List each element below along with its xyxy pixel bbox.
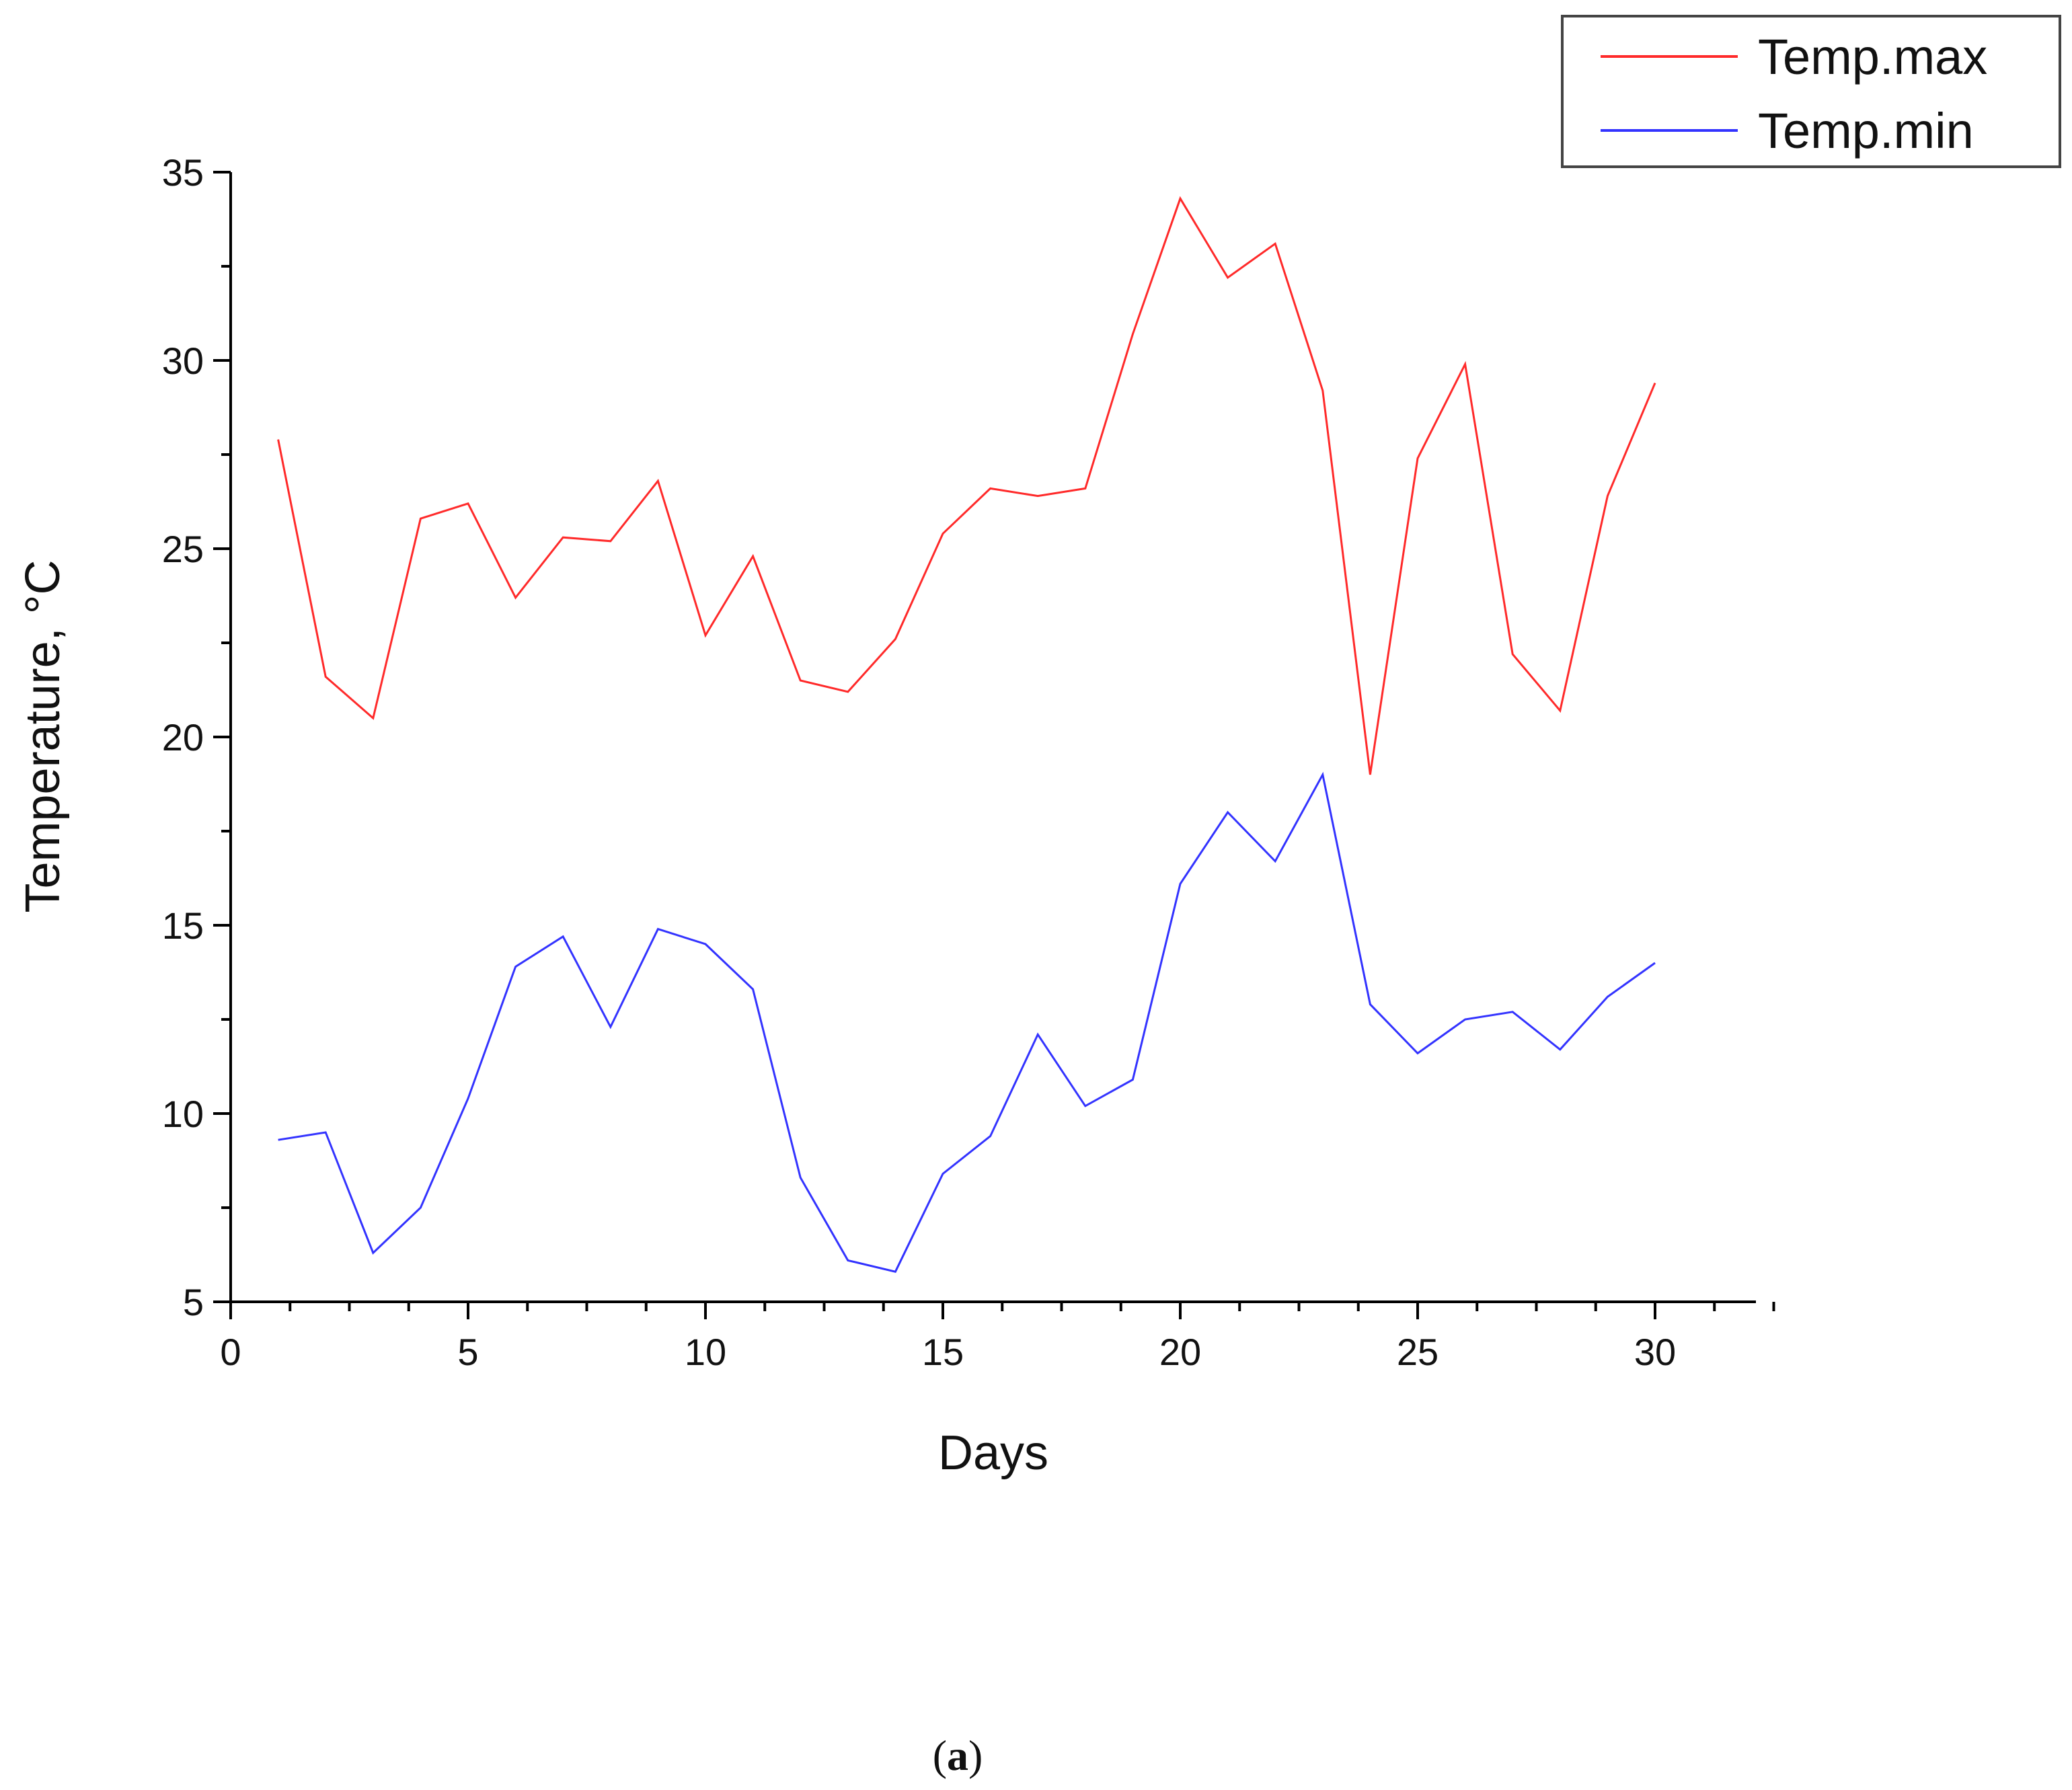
legend-label-temp-max: Temp.max	[1758, 29, 1987, 85]
y-tick-label: 5	[183, 1281, 204, 1323]
series-layer	[277, 196, 1656, 1273]
x-axis-ticks: 0 5 10 15 20 25 30	[220, 1302, 1775, 1373]
y-axis-title: Temperature, °C	[16, 560, 70, 913]
legend-label-temp-min: Temp.min	[1758, 103, 1974, 159]
x-tick-label: 15	[922, 1331, 964, 1373]
y-tick-label: 15	[162, 904, 204, 947]
x-tick-label: 20	[1159, 1331, 1201, 1373]
x-tick-label: 5	[457, 1331, 478, 1373]
figure-caption: (a)	[933, 1731, 983, 1779]
y-tick-label: 20	[162, 716, 204, 758]
y-axis-ticks: 5 10 15 20 25 30 35	[162, 151, 231, 1323]
x-axis-title: Days	[938, 1426, 1048, 1480]
y-tick-label: 10	[162, 1093, 204, 1135]
caption-letter: a	[947, 1731, 968, 1779]
y-tick-label: 30	[162, 340, 204, 382]
x-tick-label: 10	[685, 1331, 726, 1373]
caption-open: (	[933, 1731, 947, 1779]
x-tick-label: 25	[1397, 1331, 1438, 1373]
legend: Temp.max Temp.min	[1561, 15, 2061, 168]
legend-box	[1561, 15, 2061, 168]
y-tick-label: 35	[162, 151, 204, 194]
series-line-temp-max	[277, 196, 1656, 775]
x-tick-label: 0	[220, 1331, 241, 1373]
series-line-temp-min	[278, 771, 1656, 1273]
x-tick-label: 30	[1634, 1331, 1676, 1373]
y-tick-label: 25	[162, 528, 204, 570]
caption-close: )	[968, 1731, 983, 1779]
